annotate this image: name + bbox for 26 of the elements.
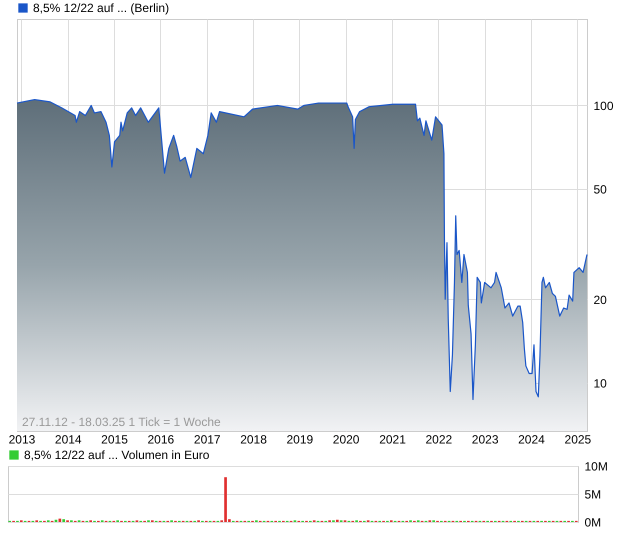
- x-tick-label: 2019: [286, 432, 314, 446]
- bar: [62, 519, 66, 522]
- y-tick-label: 0M: [584, 516, 602, 530]
- x-tick-label: 2016: [147, 432, 174, 446]
- y-tick-label: 50: [594, 182, 608, 196]
- legend-label: 8,5% 12/22 auf ... Volumen in Euro: [24, 448, 210, 462]
- x-tick-label: 2025: [564, 432, 592, 446]
- x-tick-label: 2021: [379, 432, 406, 446]
- y-tick-label: 10M: [584, 460, 608, 474]
- x-tick-label: 2017: [194, 432, 221, 446]
- x-tick-label: 2014: [54, 432, 82, 446]
- bar: [58, 518, 62, 522]
- annotation: 27.11.12 - 18.03.25 1 Tick = 1 Woche: [22, 415, 222, 429]
- x-tick-label: 2015: [101, 432, 128, 446]
- bar: [224, 477, 227, 522]
- y-tick-label: 20: [594, 292, 608, 307]
- x-tick-label: 2020: [332, 432, 360, 446]
- x-tick-label: 2023: [472, 432, 499, 446]
- x-tick-label: 2013: [8, 432, 36, 446]
- y-tick-label: 100: [594, 98, 614, 113]
- y-tick-label: 10: [594, 376, 608, 390]
- x-tick-label: 2022: [425, 432, 453, 446]
- legend-label: 8,5% 12/22 auf ... (Berlin): [33, 1, 170, 15]
- x-tick-label: 2024: [518, 432, 546, 446]
- x-tick-label: 2018: [240, 432, 268, 446]
- y-tick-label: 5M: [584, 488, 602, 502]
